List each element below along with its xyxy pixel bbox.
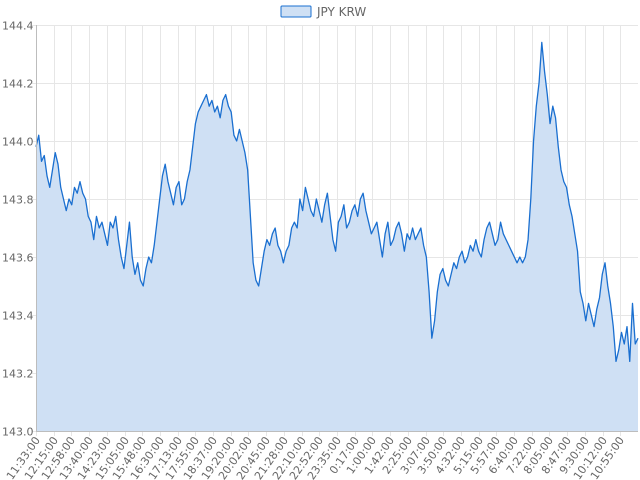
legend[interactable]: JPY KRW <box>280 5 366 19</box>
x-axis-ticks: 11:33:0012:15:0012:58:0013:40:0014:23:00… <box>4 434 627 480</box>
series-line <box>35 41 639 363</box>
y-tick-label: 143.4 <box>2 310 34 323</box>
y-tick-label: 144.0 <box>2 136 34 149</box>
y-axis-ticks: 143.0 143.2 143.4 143.6 143.8 144.0 144.2 144.4 <box>2 20 34 439</box>
legend-swatch <box>280 5 312 18</box>
y-tick-label: 143.8 <box>2 194 34 207</box>
y-tick-label: 143.0 <box>2 426 34 439</box>
y-tick-label: 143.2 <box>2 368 34 381</box>
y-tick-label: 143.6 <box>2 252 34 265</box>
legend-label: JPY KRW <box>316 5 366 19</box>
y-tick-label: 144.4 <box>2 20 34 33</box>
y-tick-label: 144.2 <box>2 78 34 91</box>
